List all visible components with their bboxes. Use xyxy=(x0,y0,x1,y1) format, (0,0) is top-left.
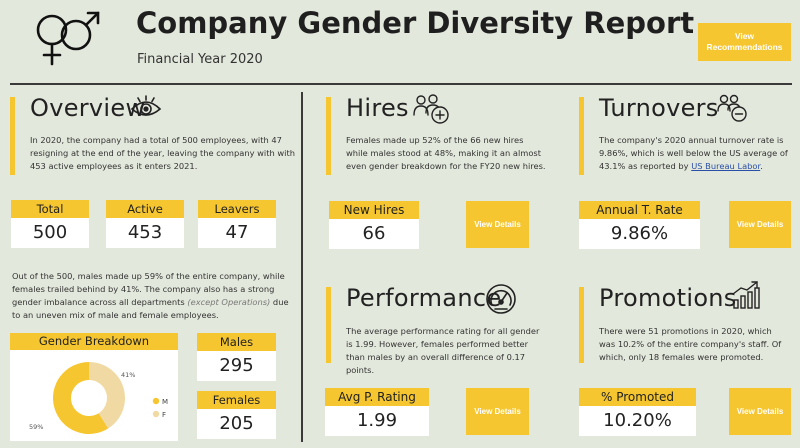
kpi-males-label: Males xyxy=(197,333,276,351)
hires-text: Females made up 52% of the 66 new hires … xyxy=(346,135,546,171)
people-remove-icon xyxy=(716,93,748,123)
legend-male-label: M xyxy=(162,398,168,406)
promotions-view-details-button[interactable]: View Details xyxy=(729,388,791,435)
view-recommendations-button[interactable]: View Recommendations xyxy=(698,23,791,61)
gender-donut-chart: 41% 59% M F xyxy=(29,362,168,434)
kpi-females-label: Females xyxy=(197,391,276,409)
kpi-new-hires: New Hires 66 xyxy=(329,201,419,249)
overview-gender-text-italic: (except Operations) xyxy=(187,297,271,307)
page-title: Company Gender Diversity Report xyxy=(136,6,695,40)
kpi-new-hires-value: 66 xyxy=(329,219,419,249)
performance-accent-bar xyxy=(326,287,331,363)
hires-title: Hires xyxy=(346,94,409,122)
legend-female-dot xyxy=(152,410,160,418)
kpi-new-hires-label: New Hires xyxy=(329,201,419,219)
turnovers-view-details-button[interactable]: View Details xyxy=(729,201,791,248)
kpi-avg-rating-label: Avg P. Rating xyxy=(325,388,429,406)
overview-text: In 2020, the company had a total of 500 … xyxy=(30,135,295,171)
promotions-accent-bar xyxy=(579,287,584,363)
legend-male-dot xyxy=(152,397,160,405)
hires-view-details-button[interactable]: View Details xyxy=(466,201,529,248)
turnovers-text: The company's 2020 annual turnover rate … xyxy=(599,134,789,173)
performance-view-details-button[interactable]: View Details xyxy=(466,388,529,435)
kpi-avg-rating-value: 1.99 xyxy=(325,406,429,436)
kpi-males: Males 295 xyxy=(197,333,276,381)
donut-slice-female[interactable] xyxy=(89,362,126,429)
column-divider xyxy=(301,92,303,442)
promotions-title: Promotions xyxy=(599,284,737,312)
kpi-percent-promoted: % Promoted 10.20% xyxy=(579,388,696,436)
kpi-active: Active 453 xyxy=(106,200,184,248)
overview-gender-text: Out of the 500, males made up 59% of the… xyxy=(12,270,297,322)
kpi-females-value: 205 xyxy=(197,409,276,439)
kpi-active-value: 453 xyxy=(106,218,184,248)
gauge-icon xyxy=(484,283,518,315)
overview-accent-bar xyxy=(10,97,15,175)
kpi-leavers: Leavers 47 xyxy=(198,200,276,248)
growth-chart-icon xyxy=(731,280,761,310)
hires-accent-bar xyxy=(326,97,331,175)
kpi-total: Total 500 xyxy=(11,200,89,248)
kpi-females: Females 205 xyxy=(197,391,276,439)
us-bureau-labor-link[interactable]: US Bureau Labor xyxy=(691,161,761,171)
turnovers-title: Turnovers xyxy=(599,94,719,122)
promotions-text: There were 51 promotions in 2020, which … xyxy=(599,326,782,362)
turnovers-text-b: . xyxy=(760,161,763,171)
kpi-leavers-value: 47 xyxy=(198,218,276,248)
eye-icon xyxy=(130,94,162,120)
gender-breakdown-card: Gender Breakdown 41% 59% M F xyxy=(10,333,178,441)
performance-text: The average performance rating for all g… xyxy=(346,326,540,375)
kpi-total-label: Total xyxy=(11,200,89,218)
kpi-annual-turnover-label: Annual T. Rate xyxy=(579,201,700,219)
donut-label-male: 59% xyxy=(29,423,43,431)
kpi-avg-performance-rating: Avg P. Rating 1.99 xyxy=(325,388,429,436)
page-subtitle: Financial Year 2020 xyxy=(137,52,263,67)
people-add-icon xyxy=(413,93,451,125)
legend-female-label: F xyxy=(162,411,166,419)
overview-gender-text-a: Out of the 500, males made up 59% of the… xyxy=(12,271,285,307)
overview-gender-text-b: due to an uneven mix of male and female … xyxy=(12,297,289,320)
kpi-active-label: Active xyxy=(106,200,184,218)
gender-symbols-icon xyxy=(32,8,104,68)
donut-slice-male[interactable] xyxy=(53,362,109,434)
kpi-total-value: 500 xyxy=(11,218,89,248)
overview-title: Overview xyxy=(30,94,146,122)
performance-title: Performance xyxy=(346,284,502,312)
kpi-annual-turnover-rate: Annual T. Rate 9.86% xyxy=(579,201,700,249)
kpi-males-value: 295 xyxy=(197,351,276,381)
kpi-percent-promoted-label: % Promoted xyxy=(579,388,696,406)
turnovers-accent-bar xyxy=(579,97,584,175)
kpi-leavers-label: Leavers xyxy=(198,200,276,218)
gender-breakdown-title: Gender Breakdown xyxy=(10,333,178,350)
turnovers-text-a: The company's 2020 annual turnover rate … xyxy=(599,135,788,171)
header-divider xyxy=(10,83,792,85)
kpi-annual-turnover-value: 9.86% xyxy=(579,219,700,249)
kpi-percent-promoted-value: 10.20% xyxy=(579,406,696,436)
donut-label-female: 41% xyxy=(121,371,135,379)
